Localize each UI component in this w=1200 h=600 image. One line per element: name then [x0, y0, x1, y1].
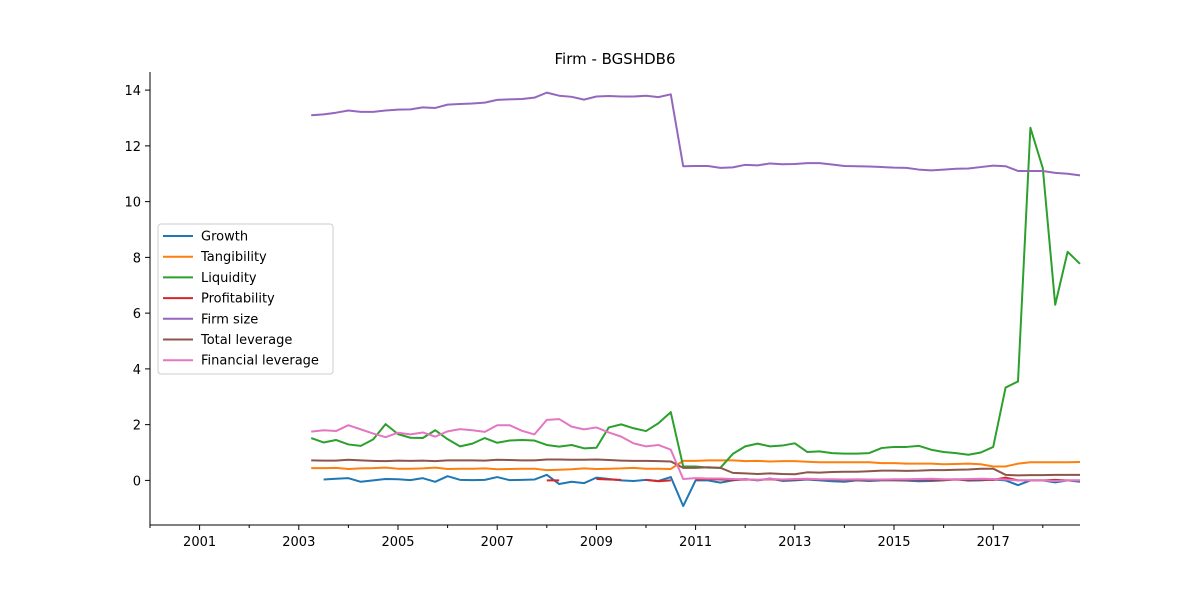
x-tick-label: 2011 — [679, 535, 712, 550]
legend-label: Financial leverage — [201, 354, 319, 369]
legend-box — [157, 223, 334, 375]
y-tick-label: 8 — [133, 251, 141, 266]
legend-label: Profitability — [201, 292, 275, 307]
legend-label: Firm size — [201, 312, 258, 327]
x-tick-label: 2017 — [977, 535, 1010, 550]
y-tick-label: 14 — [124, 84, 141, 99]
x-tick-label: 2005 — [381, 535, 414, 550]
y-ticks: 0 2 4 6 8 10 12 14 — [124, 84, 150, 489]
x-tick-label: 2015 — [877, 535, 910, 550]
plot-lines — [310, 91, 1081, 508]
x-tick-label: 2013 — [778, 535, 811, 550]
legend: Growth Tangibility Liquidity Profitability F… — [157, 223, 334, 375]
x-tick-label: 2007 — [481, 535, 514, 550]
series-line-5 — [311, 458, 1080, 477]
legend-label: Total leverage — [200, 333, 292, 348]
series-line-1 — [311, 459, 1081, 472]
y-tick-label: 4 — [133, 363, 141, 378]
y-tick-label: 10 — [124, 196, 141, 211]
y-tick-label: 12 — [124, 140, 141, 155]
series-line-3 — [546, 476, 1080, 483]
x-tick-label: 2001 — [183, 535, 216, 550]
series-line-2 — [310, 126, 1081, 469]
series-line-4 — [311, 91, 1081, 177]
x-tick-label: 2003 — [282, 535, 315, 550]
y-tick-label: 0 — [133, 474, 141, 489]
axes — [149, 72, 1080, 526]
x-ticks: 2001 2003 2005 2007 2009 2011 2013 2015 2017 — [149, 525, 1044, 550]
series-line-6 — [311, 418, 1080, 482]
y-tick-label: 2 — [133, 419, 141, 434]
legend-label: Growth — [201, 230, 248, 245]
y-tick-label: 6 — [133, 307, 141, 322]
legend-label: Liquidity — [201, 271, 257, 286]
legend-label: Tangibility — [200, 250, 267, 265]
x-tick-label: 2009 — [580, 535, 613, 550]
chart-title: Firm - BGSHDB6 — [554, 50, 675, 68]
